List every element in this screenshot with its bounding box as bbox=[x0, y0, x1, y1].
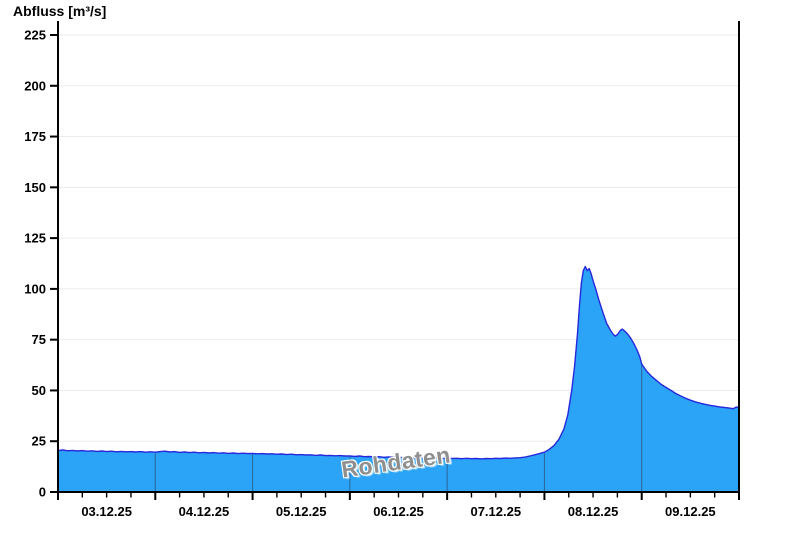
x-tick-label: 04.12.25 bbox=[179, 504, 230, 519]
area-fill bbox=[58, 266, 739, 492]
y-tick-label: 25 bbox=[32, 434, 46, 449]
y-tick-label: 100 bbox=[24, 281, 46, 296]
y-axis-title: Abfluss [m³/s] bbox=[13, 3, 107, 19]
y-tick-label: 50 bbox=[32, 383, 46, 398]
y-tick-label: 125 bbox=[24, 231, 46, 246]
y-tick-label: 200 bbox=[24, 78, 46, 93]
x-tick-label: 09.12.25 bbox=[665, 504, 716, 519]
area-outline bbox=[57, 265, 740, 492]
y-tick-label: 0 bbox=[39, 485, 46, 500]
x-tick-label: 06.12.25 bbox=[373, 504, 424, 519]
x-tick-label: 05.12.25 bbox=[276, 504, 327, 519]
y-tick-label: 150 bbox=[24, 180, 46, 195]
x-tick-label: 07.12.25 bbox=[470, 504, 521, 519]
y-tick-label: 225 bbox=[24, 28, 46, 43]
y-tick-label: 175 bbox=[24, 129, 46, 144]
x-tick-label: 03.12.25 bbox=[81, 504, 132, 519]
x-tick-label: 08.12.25 bbox=[568, 504, 619, 519]
y-tick-label: 75 bbox=[32, 332, 46, 347]
